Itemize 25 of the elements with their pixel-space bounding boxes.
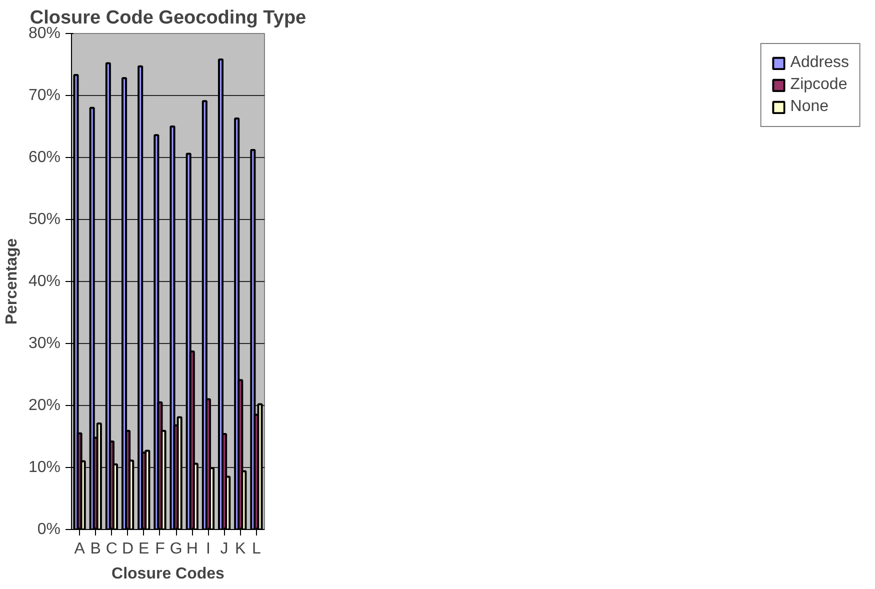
y-tick-label: 40%	[28, 273, 61, 290]
x-tick-label: F	[155, 540, 166, 558]
x-tick-label: K	[235, 540, 246, 558]
y-tick-label: 20%	[28, 397, 61, 414]
x-tick-label: J	[220, 540, 228, 558]
x-tick-label: D	[122, 540, 134, 558]
x-tick-label: A	[74, 540, 86, 558]
legend-label: Address	[790, 54, 849, 72]
y-tick-label: 10%	[28, 459, 61, 476]
y-tick-label: 70%	[28, 87, 61, 104]
y-axis-title: Percentage	[3, 238, 20, 325]
x-tick-label: H	[186, 540, 198, 558]
y-tick-label: 0%	[37, 521, 60, 538]
y-tick-label: 60%	[28, 149, 61, 166]
x-tick-label: L	[252, 540, 262, 558]
x-tick-label: E	[138, 540, 150, 558]
legend-label: Zipcode	[790, 76, 848, 94]
legend-label: None	[790, 98, 829, 116]
x-tick-label: C	[106, 540, 118, 558]
x-tick-label: G	[170, 540, 182, 558]
x-tick-label: I	[206, 540, 210, 558]
x-tick-label: B	[90, 540, 101, 558]
y-tick-label: 30%	[28, 335, 61, 352]
x-axis-title: Closure Codes	[112, 566, 225, 582]
y-tick-label: 50%	[28, 211, 61, 228]
